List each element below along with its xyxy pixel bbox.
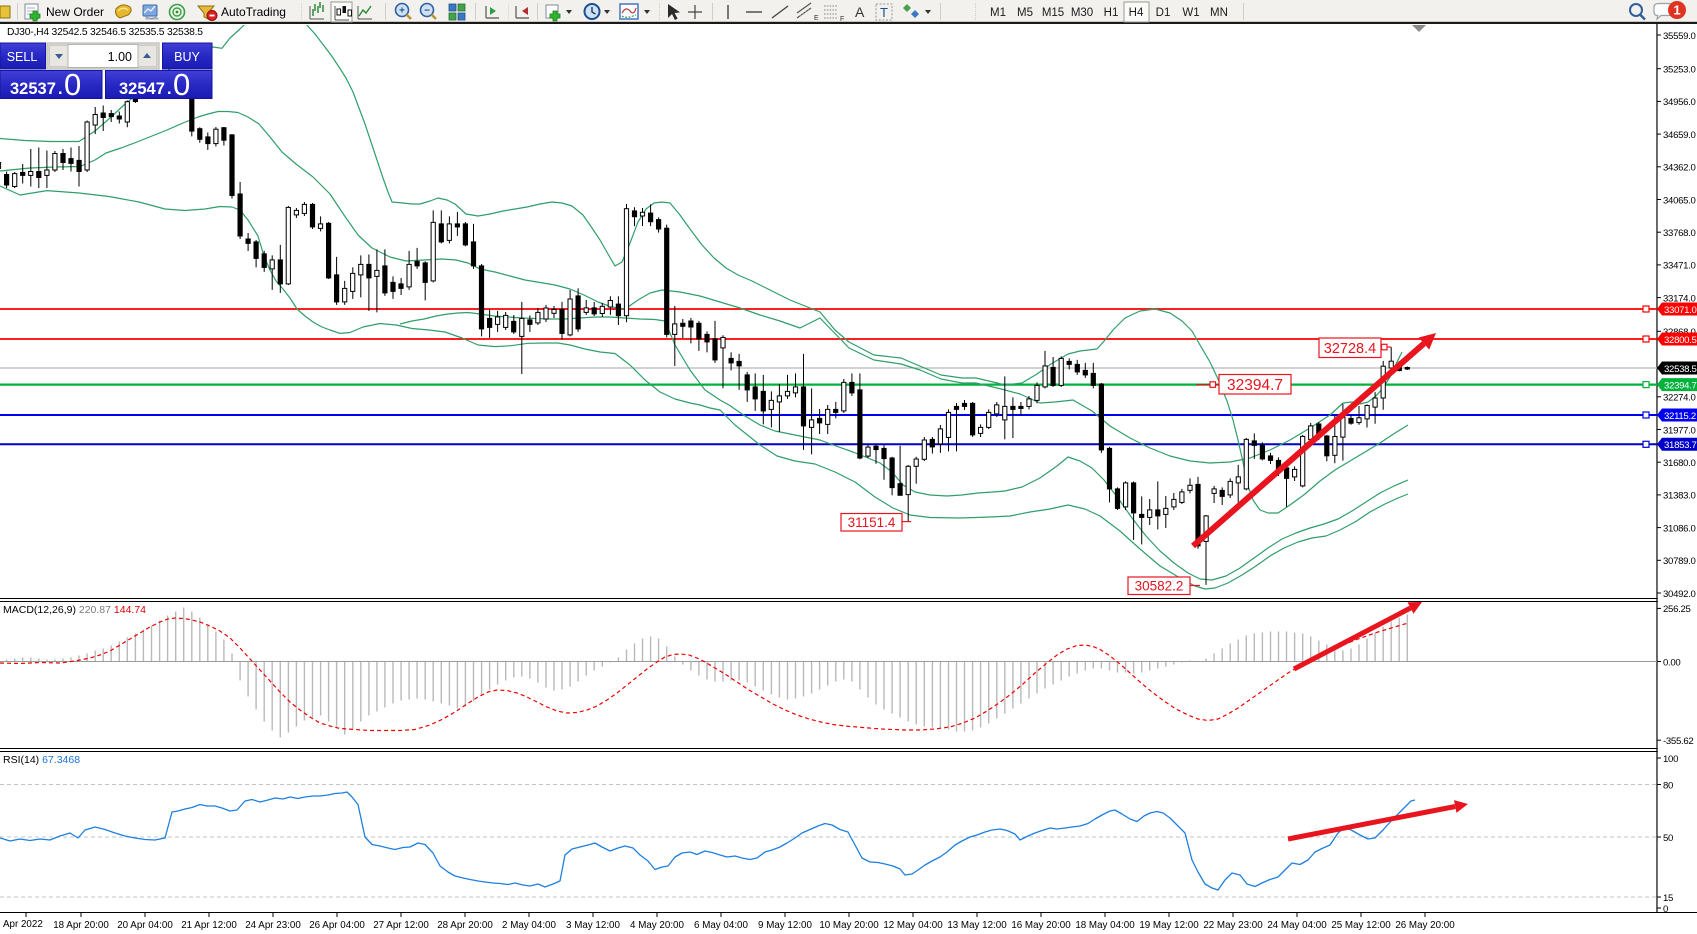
- svg-text:22 May 23:00: 22 May 23:00: [1203, 920, 1263, 931]
- svg-text:A: A: [855, 4, 865, 20]
- svg-text:M5: M5: [1017, 7, 1033, 19]
- svg-text:26 May 20:00: 26 May 20:00: [1395, 920, 1455, 931]
- svg-text:18 May 04:00: 18 May 04:00: [1075, 920, 1135, 931]
- svg-text:-355.62: -355.62: [1663, 736, 1693, 747]
- svg-text:31086.0: 31086.0: [1663, 523, 1696, 534]
- svg-text:MN: MN: [1210, 7, 1228, 19]
- svg-text:T: T: [880, 5, 888, 20]
- svg-text:50: 50: [1663, 833, 1673, 844]
- svg-text:W1: W1: [1182, 7, 1199, 19]
- svg-text:D1: D1: [1156, 7, 1171, 19]
- svg-text:33071.0: 33071.0: [1664, 305, 1697, 316]
- svg-text:16 May 20:00: 16 May 20:00: [1011, 920, 1071, 931]
- svg-text:2 May 04:00: 2 May 04:00: [502, 920, 556, 931]
- svg-text:35559.0: 35559.0: [1663, 31, 1696, 42]
- svg-text:32394.7: 32394.7: [1664, 380, 1697, 391]
- svg-text:M30: M30: [1071, 7, 1093, 19]
- svg-text:RSI(14) 67.3468: RSI(14) 67.3468: [3, 754, 80, 766]
- svg-text:New Order: New Order: [46, 5, 104, 19]
- svg-text:BUY: BUY: [174, 50, 200, 64]
- svg-text:31383.0: 31383.0: [1663, 491, 1696, 502]
- svg-text:0: 0: [173, 67, 190, 102]
- svg-text:12 May 04:00: 12 May 04:00: [883, 920, 943, 931]
- svg-text:9 May 12:00: 9 May 12:00: [758, 920, 812, 931]
- svg-text:32537: 32537: [10, 80, 56, 98]
- svg-text:30492.0: 30492.0: [1663, 589, 1696, 600]
- svg-text:.: .: [58, 80, 63, 98]
- svg-text:32547: 32547: [119, 80, 165, 98]
- svg-text:32115.2: 32115.2: [1664, 411, 1696, 422]
- svg-text:24 May 04:00: 24 May 04:00: [1267, 920, 1327, 931]
- svg-text:19 May 12:00: 19 May 12:00: [1139, 920, 1199, 931]
- svg-text:26 Apr 04:00: 26 Apr 04:00: [309, 920, 365, 931]
- svg-text:256.25: 256.25: [1663, 604, 1691, 615]
- svg-text:6 May 04:00: 6 May 04:00: [694, 920, 748, 931]
- svg-text:100: 100: [1663, 754, 1678, 765]
- svg-text:+: +: [399, 6, 405, 17]
- svg-text:31853.7: 31853.7: [1664, 440, 1697, 451]
- svg-text:M1: M1: [990, 7, 1006, 19]
- svg-text:.: .: [167, 80, 172, 98]
- svg-text:32728.4: 32728.4: [1324, 341, 1376, 357]
- svg-text:0.00: 0.00: [1663, 657, 1680, 668]
- svg-text:E: E: [814, 15, 819, 22]
- svg-text:24 Apr 23:00: 24 Apr 23:00: [245, 920, 301, 931]
- svg-text:31977.0: 31977.0: [1663, 425, 1696, 436]
- svg-text:35253.0: 35253.0: [1663, 65, 1696, 76]
- svg-text:32800.5: 32800.5: [1664, 335, 1697, 346]
- svg-text:1: 1: [1673, 3, 1680, 18]
- svg-text:25 May 12:00: 25 May 12:00: [1331, 920, 1391, 931]
- svg-text:4 May 20:00: 4 May 20:00: [630, 920, 684, 931]
- svg-text:30789.0: 30789.0: [1663, 556, 1696, 567]
- svg-text:28 Apr 20:00: 28 Apr 20:00: [437, 920, 493, 931]
- svg-text:33471.0: 33471.0: [1663, 261, 1696, 272]
- svg-text:18 Apr 20:00: 18 Apr 20:00: [53, 920, 109, 931]
- svg-text:0: 0: [1663, 904, 1668, 915]
- svg-text:27 Apr 12:00: 27 Apr 12:00: [373, 920, 429, 931]
- svg-text:F: F: [840, 16, 844, 23]
- svg-text:3 May 12:00: 3 May 12:00: [566, 920, 620, 931]
- svg-text:34362.0: 34362.0: [1663, 163, 1696, 174]
- svg-text:20 Apr 04:00: 20 Apr 04:00: [117, 920, 173, 931]
- svg-text:33768.0: 33768.0: [1663, 228, 1696, 239]
- svg-text:32274.0: 32274.0: [1663, 393, 1696, 404]
- svg-text:−: −: [424, 6, 430, 17]
- svg-text:80: 80: [1663, 780, 1673, 791]
- svg-text:31680.0: 31680.0: [1663, 458, 1696, 469]
- svg-text:34659.0: 34659.0: [1663, 130, 1696, 141]
- svg-text:AutoTrading: AutoTrading: [221, 5, 286, 19]
- svg-text:30582.2: 30582.2: [1135, 579, 1184, 594]
- svg-text:H1: H1: [1104, 7, 1119, 19]
- svg-text:Apr 2022: Apr 2022: [3, 919, 43, 930]
- svg-text:31151.4: 31151.4: [848, 515, 896, 530]
- svg-text:34956.0: 34956.0: [1663, 97, 1696, 108]
- svg-text:SELL: SELL: [7, 50, 38, 64]
- svg-text:34065.0: 34065.0: [1663, 195, 1696, 206]
- svg-text:33174.0: 33174.0: [1663, 293, 1696, 304]
- svg-text:0: 0: [64, 67, 81, 102]
- svg-text:1.00: 1.00: [108, 50, 132, 64]
- svg-text:13 May 12:00: 13 May 12:00: [947, 920, 1007, 931]
- svg-text:15: 15: [1663, 893, 1673, 904]
- svg-text:M15: M15: [1042, 7, 1064, 19]
- svg-text:DJ30-,H4 32542.5 32546.5 3253: DJ30-,H4 32542.5 32546.5 32535.5 32538.5: [7, 27, 203, 38]
- svg-text:21 Apr 12:00: 21 Apr 12:00: [181, 920, 237, 931]
- svg-text:H4: H4: [1129, 7, 1144, 19]
- svg-text:32394.7: 32394.7: [1227, 377, 1283, 394]
- svg-text:MACD(12,26,9) 220.87 144.74: MACD(12,26,9) 220.87 144.74: [3, 604, 146, 616]
- svg-text:32538.5: 32538.5: [1664, 364, 1697, 375]
- svg-text:10 May 20:00: 10 May 20:00: [819, 920, 879, 931]
